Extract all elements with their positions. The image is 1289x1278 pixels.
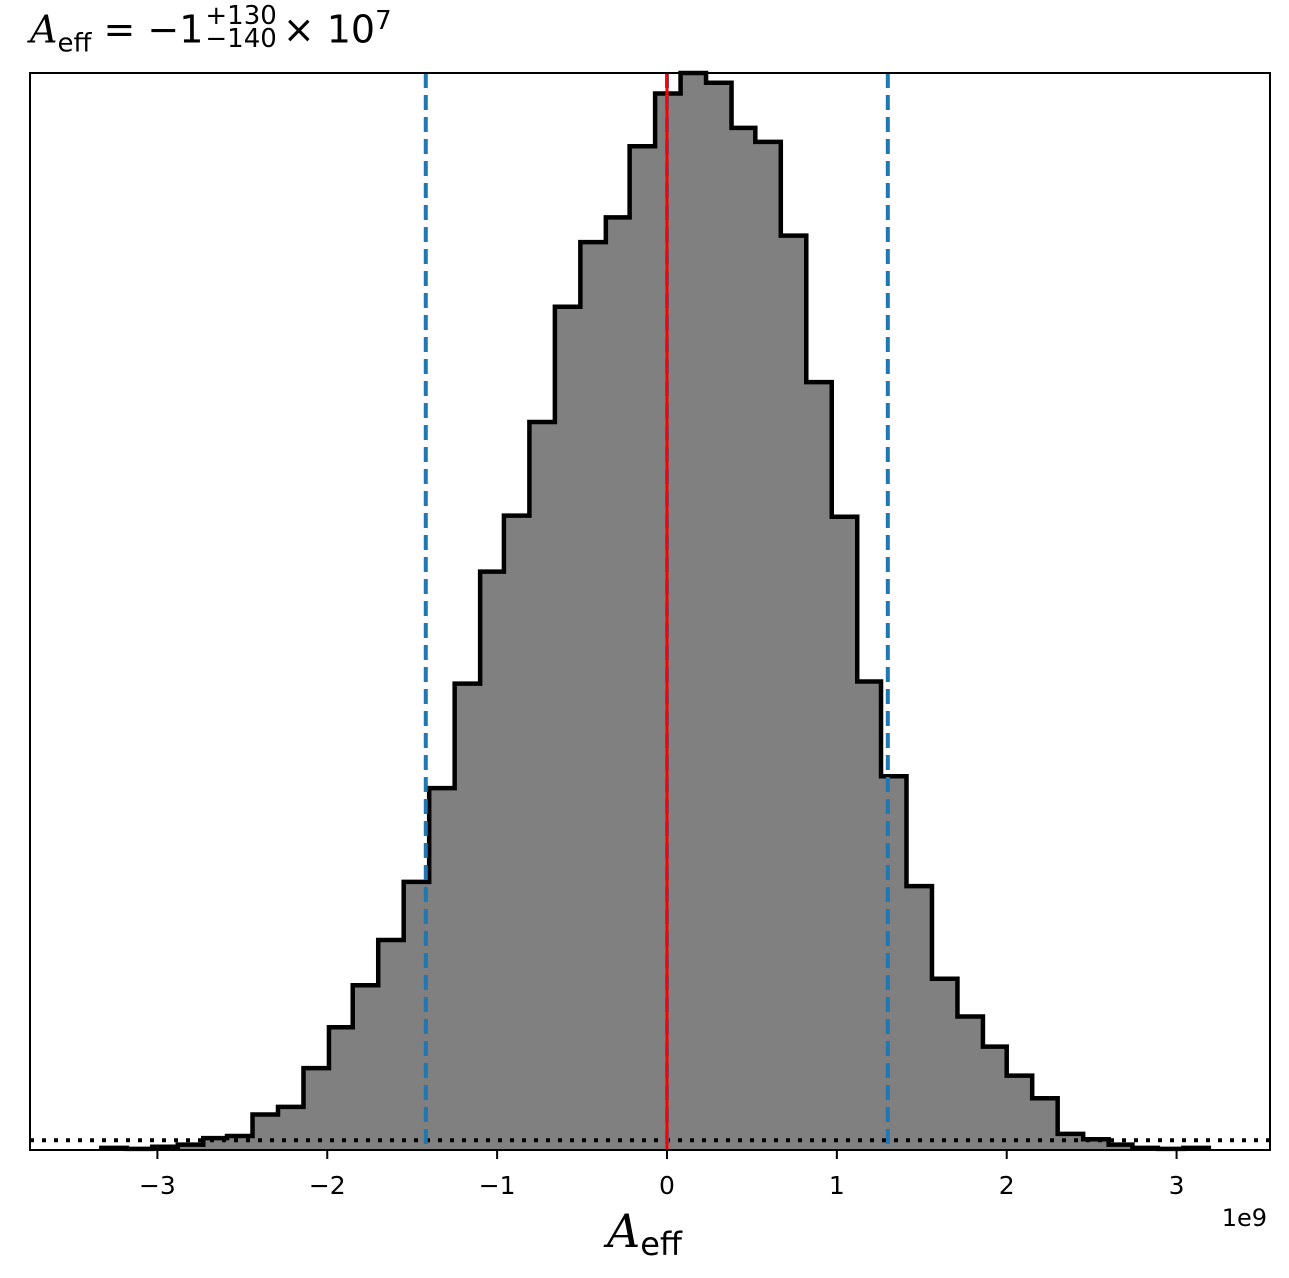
title-exponent: 7 [375,6,392,36]
histogram-bar [780,235,807,1150]
histogram-bar [1032,1098,1059,1150]
title-equation: = −1 [91,7,204,52]
histogram-bar [252,1114,279,1150]
title-errors: +130 −140 [205,0,277,55]
title-symbol: A [30,7,58,52]
x-axis-label-subscript: eff [640,1225,682,1263]
histogram-bar [680,73,707,1150]
histogram-bar [554,306,581,1151]
histogram-bar [480,571,505,1150]
histogram-bar [1083,1139,1110,1150]
histogram-bar [755,141,782,1151]
histogram-bar [403,881,430,1150]
x-tick-label: −3 [139,1171,176,1200]
x-tick-label: −1 [479,1171,516,1200]
x-axis-label-symbol: A [607,1204,641,1258]
histogram-bar [731,127,756,1150]
histogram-bar [328,1027,354,1150]
histogram-bar [454,683,481,1150]
x-tick-label: 3 [1169,1171,1185,1200]
title-multiplier: × 10 [282,7,376,52]
x-axis-offset-text: 1e9 [1221,1204,1267,1232]
histogram-bar [1108,1144,1133,1150]
histogram-bar [605,217,631,1150]
histogram-bar [503,515,530,1150]
histogram-bar [1057,1133,1084,1150]
x-tick-label: 2 [999,1171,1015,1200]
histogram-bar [982,1046,1008,1150]
x-tick-label: 0 [659,1171,675,1200]
histogram-bar [831,516,858,1150]
x-axis-ticks: −3 −2 −1 0 1 2 3 [139,1150,1185,1200]
histogram-bar [706,82,733,1151]
histogram-bar [352,985,379,1150]
histogram-bar [580,242,607,1151]
histogram-bar [957,1016,984,1150]
histogram-bar [278,1106,304,1150]
histogram-bar [1006,1075,1033,1150]
histogram-bar [857,681,882,1150]
chart-title: Aeff = −1 +130 −140 × 107 [30,0,392,59]
histogram-bar [881,776,907,1150]
histogram-bar [529,421,556,1150]
histogram-bar [931,978,958,1150]
histogram-bar [177,1144,204,1150]
histogram-bar [429,788,456,1150]
histogram-bar [378,939,405,1150]
histogram-outline [99,70,1212,1152]
plot-frame [29,72,1271,1151]
histogram-bar [806,382,833,1150]
title-upper-error: +130 [205,0,277,31]
title-lower-error: −140 [205,24,277,55]
histogram-bar [303,1068,330,1150]
x-tick-label: −2 [309,1171,346,1200]
x-tick-label: 1 [829,1171,845,1200]
histogram-bar [906,886,933,1150]
histogram-bar [203,1138,228,1150]
title-subscript: eff [57,28,92,59]
histogram-bar [629,146,656,1151]
x-axis-label: Aeff [607,1204,682,1263]
histogram-bars [101,73,1210,1151]
